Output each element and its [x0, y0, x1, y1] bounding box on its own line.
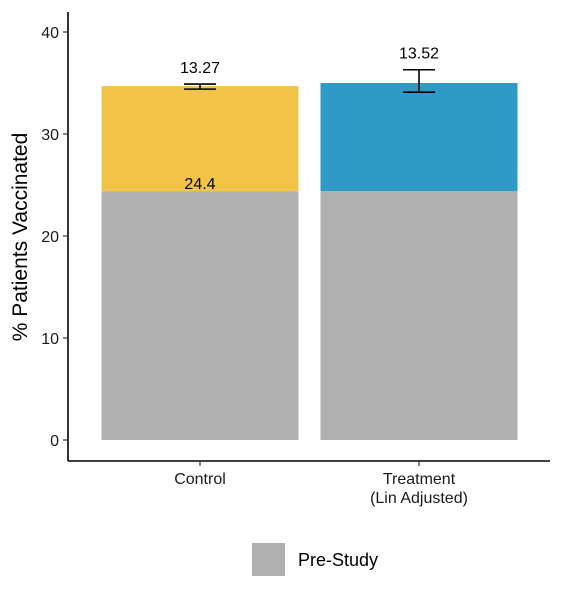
- y-tick-label: 10: [41, 331, 59, 348]
- data-label: 13.27: [180, 60, 220, 77]
- bar-segment-0-1: [101, 86, 299, 192]
- legend-label: Pre-Study: [298, 550, 378, 570]
- y-axis-title: % Patients Vaccinated: [9, 133, 32, 342]
- data-label: 13.52: [399, 46, 439, 63]
- y-tick-label: 0: [50, 433, 59, 450]
- bar-segment-0-0: [101, 191, 299, 440]
- y-tick-label: 20: [41, 229, 59, 246]
- legend-swatch: [252, 543, 285, 576]
- x-ticks-layer: Control Treatment (Lin Adjusted): [174, 461, 468, 507]
- x-tick-label: Treatment: [383, 471, 456, 488]
- error-bars-layer: [184, 68, 435, 93]
- y-tick-label: 30: [41, 127, 59, 144]
- bars-layer: [101, 83, 518, 440]
- x-tick-label: Control: [174, 471, 226, 488]
- y-ticks-layer: 0 10 20 30 40: [41, 25, 68, 450]
- legend: Pre-Study: [252, 543, 378, 576]
- x-tick-label: (Lin Adjusted): [370, 490, 468, 507]
- y-tick-label: 40: [41, 25, 59, 42]
- error-bar: [403, 68, 435, 93]
- bar-segment-1-1: [320, 83, 518, 192]
- error-bar: [184, 83, 216, 90]
- bar-segment-1-0: [320, 191, 518, 440]
- data-label: 24.4: [184, 176, 215, 193]
- data-labels-layer: 24.4 13.27 13.52: [180, 46, 439, 194]
